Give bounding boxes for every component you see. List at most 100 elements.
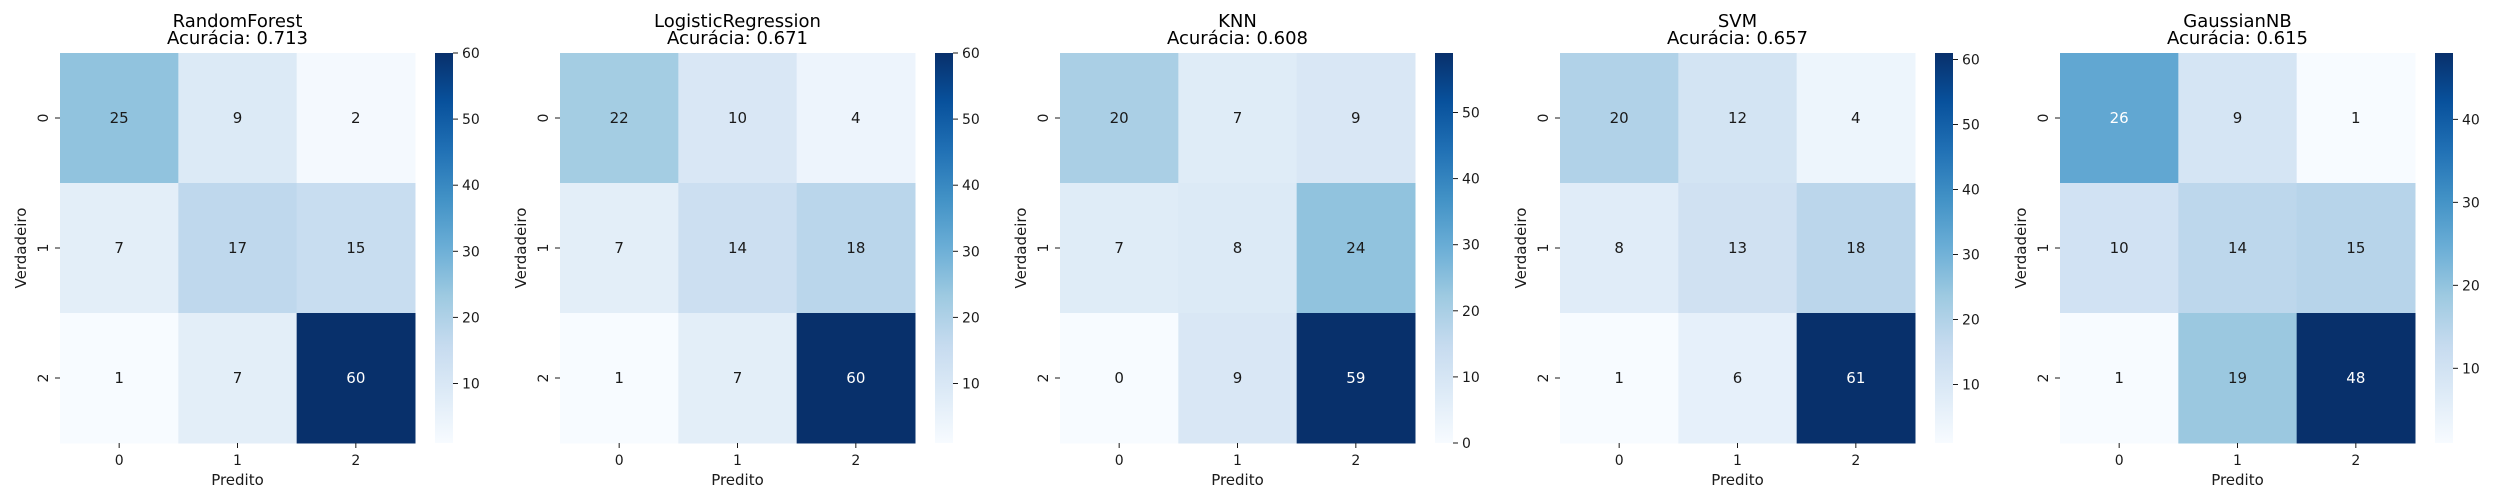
cell-value-label: 12 (1728, 109, 1747, 127)
heatmap-cell (2060, 183, 2179, 314)
colorbar (1435, 53, 1453, 443)
x-axis-label: Predito (211, 471, 264, 489)
cell-value-label: 1 (114, 369, 124, 387)
cell-value-label: 1 (2351, 109, 2361, 127)
heatmap-cell (1178, 313, 1298, 444)
y-axis-label: Verdadeiro (1012, 208, 1030, 289)
heatmap-cell (60, 313, 179, 444)
cell-value-label: 1 (614, 369, 624, 387)
cell-value-label: 19 (2228, 369, 2247, 387)
cell-value-label: 24 (1346, 239, 1365, 257)
x-tick-label: 0 (2115, 453, 2124, 469)
colorbar-tick-label: 20 (1462, 304, 1480, 320)
cell-value-label: 13 (1728, 239, 1747, 257)
colorbar-tick-label: 10 (1962, 378, 1980, 394)
heatmap-cell (678, 313, 798, 444)
colorbar-tick-label: 60 (962, 46, 980, 62)
y-tick-label: 2 (1036, 374, 1052, 383)
cell-value-label: 9 (2233, 109, 2243, 127)
y-tick-label: 0 (536, 114, 552, 123)
y-tick-label: 1 (2036, 244, 2052, 253)
heatmap-cell (2178, 313, 2298, 444)
heatmap-cell (296, 53, 416, 184)
cell-value-label: 26 (2110, 109, 2129, 127)
y-tick-label: 0 (1536, 114, 1552, 123)
heatmap-cell (1560, 53, 1679, 184)
heatmap-cell (296, 183, 416, 314)
cell-value-label: 7 (233, 369, 243, 387)
cell-value-label: 18 (1846, 239, 1865, 257)
heatmap-cell (796, 313, 916, 444)
heatmap-cell (1796, 183, 1916, 314)
colorbar-tick-label: 10 (1462, 370, 1480, 386)
heatmap-cell (1060, 53, 1179, 184)
colorbar-tick-label: 0 (1462, 436, 1471, 452)
colorbar-tick-label: 30 (1462, 238, 1480, 254)
x-tick-label: 1 (733, 453, 742, 469)
heatmap-cell (60, 183, 179, 314)
colorbar-tick-label: 10 (462, 377, 480, 393)
heatmap-cell (560, 53, 679, 184)
y-tick-label: 0 (2036, 114, 2052, 123)
heatmap-cell (796, 183, 916, 314)
cell-value-label: 7 (1114, 239, 1124, 257)
colorbar (435, 53, 453, 443)
y-tick-label: 1 (1036, 244, 1052, 253)
x-tick-label: 2 (2351, 453, 2360, 469)
colorbar-tick-label: 30 (2462, 195, 2480, 211)
colorbar-tick-label: 60 (462, 46, 480, 62)
y-tick-label: 2 (2036, 374, 2052, 383)
cell-value-label: 20 (1610, 109, 1629, 127)
colorbar-tick-label: 10 (962, 377, 980, 393)
heatmap-cell (2296, 53, 2416, 184)
colorbar-tick-label: 30 (462, 244, 480, 260)
heatmap-cell (296, 313, 416, 444)
heatmap-cell (1796, 313, 1916, 444)
colorbar (1935, 53, 1953, 443)
colorbar-tick-label: 40 (1962, 183, 1980, 199)
heatmap-cell (560, 183, 679, 314)
x-axis-label: Predito (2211, 471, 2264, 489)
x-axis-label: Predito (711, 471, 764, 489)
colorbar-tick-label: 40 (962, 178, 980, 194)
colorbar-tick-label: 30 (962, 244, 980, 260)
y-tick-label: 2 (536, 374, 552, 383)
cell-value-label: 2 (351, 109, 361, 127)
y-axis-label: Verdadeiro (512, 208, 530, 289)
x-axis-label: Predito (1211, 471, 1264, 489)
colorbar (2435, 53, 2453, 443)
heatmap-cell (1296, 53, 1416, 184)
cell-value-label: 9 (1233, 369, 1243, 387)
heatmap-cell (1678, 313, 1798, 444)
heatmap-cell (178, 313, 298, 444)
colorbar-tick-label: 30 (1962, 248, 1980, 264)
chart-subtitle: Acurácia: 0.713 (167, 28, 308, 49)
y-axis-label: Verdadeiro (1512, 208, 1530, 289)
colorbar-tick-label: 40 (1462, 172, 1480, 188)
chart-title: RandomForest (173, 11, 303, 32)
cell-value-label: 1 (1614, 369, 1624, 387)
x-axis-label: Predito (1711, 471, 1764, 489)
colorbar-tick-label: 50 (962, 112, 980, 128)
x-tick-label: 0 (1115, 453, 1124, 469)
cell-value-label: 4 (1851, 109, 1861, 127)
heatmap-cell (1060, 183, 1179, 314)
cell-value-label: 7 (733, 369, 743, 387)
cell-value-label: 7 (114, 239, 124, 257)
heatmap-cell (1560, 183, 1679, 314)
colorbar (935, 53, 953, 443)
chart-title: SVM (1718, 11, 1757, 32)
y-tick-label: 2 (36, 374, 52, 383)
chart-subtitle: Acurácia: 0.657 (1667, 28, 1808, 49)
x-tick-label: 1 (2233, 453, 2242, 469)
cell-value-label: 1 (2114, 369, 2124, 387)
x-tick-label: 1 (1233, 453, 1242, 469)
y-tick-label: 0 (1036, 114, 1052, 123)
heatmap-cell (2178, 183, 2298, 314)
colorbar-tick-label: 20 (2462, 278, 2480, 294)
